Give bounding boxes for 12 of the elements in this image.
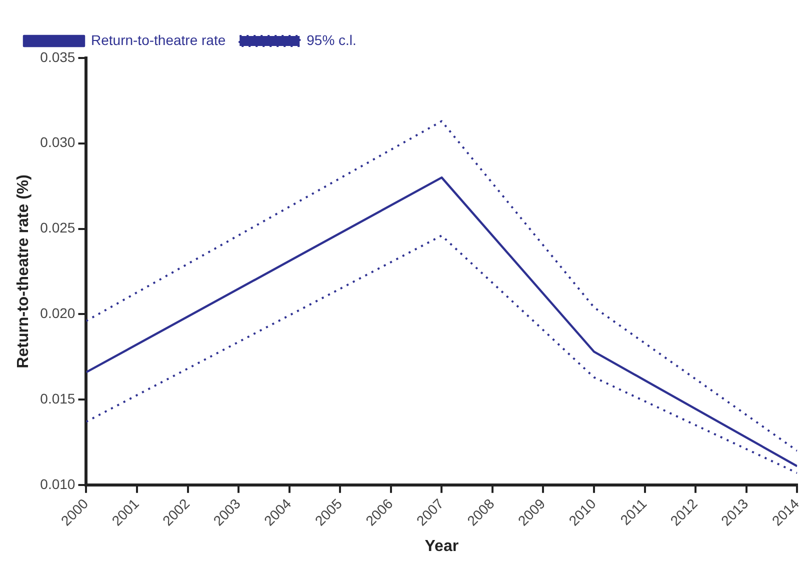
y-tick-label: 0.035: [40, 48, 76, 65]
line-series: [86, 234, 798, 474]
y-tick-label: 0.010: [40, 476, 76, 492]
legend-label: Return-to-theatre rate: [91, 32, 226, 48]
y-tick-label: 0.020: [40, 305, 76, 321]
y-tick-label: 0.025: [40, 220, 76, 236]
y-tick-label: 0.015: [40, 390, 76, 406]
y-axis-title: Return-to-theatre rate (%): [15, 174, 32, 368]
legend-label: 95% c.l.: [306, 32, 356, 48]
y-tick-label: 0.030: [40, 134, 76, 150]
x-axis-title: Year: [424, 538, 459, 555]
line-series: [86, 120, 798, 452]
